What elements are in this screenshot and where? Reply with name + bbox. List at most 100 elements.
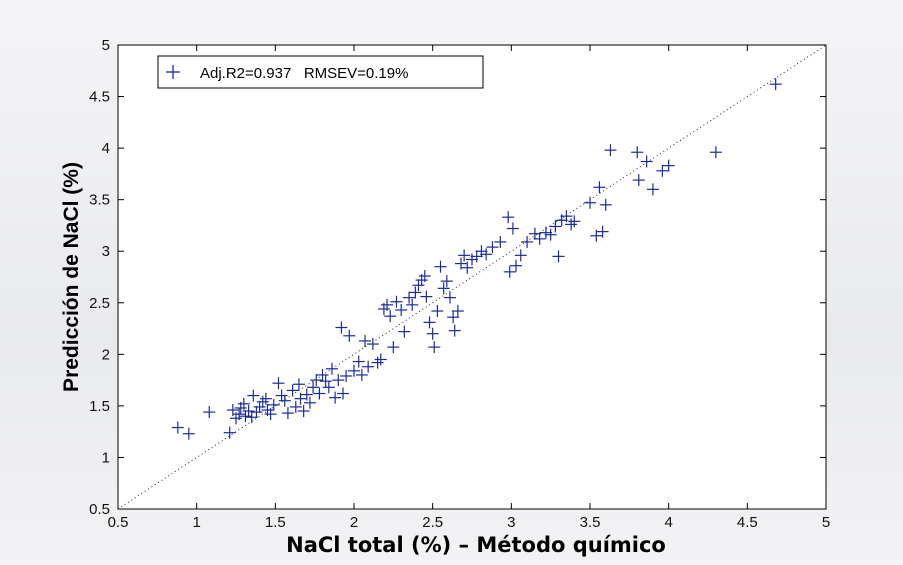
- data-point: [454, 257, 467, 270]
- data-point: [278, 394, 291, 407]
- y-tick-label: 4: [102, 140, 110, 157]
- data-point: [398, 325, 411, 338]
- data-point: [552, 250, 565, 263]
- y-tick-label: 4.5: [89, 89, 110, 106]
- data-point: [599, 198, 612, 211]
- data-point: [403, 291, 416, 304]
- data-point: [362, 360, 375, 373]
- y-tick-label: 3: [102, 243, 110, 260]
- data-point: [568, 215, 581, 228]
- data-point: [521, 235, 534, 248]
- data-point: [381, 298, 394, 311]
- data-point: [431, 305, 444, 318]
- data-point: [286, 384, 299, 397]
- data-point: [374, 353, 387, 366]
- data-point: [475, 245, 488, 258]
- y-tick-label: 2: [102, 346, 110, 363]
- data-point: [565, 218, 578, 231]
- data-point: [503, 265, 516, 278]
- data-point: [584, 196, 596, 209]
- data-point: [319, 375, 332, 388]
- data-point: [247, 389, 260, 402]
- data-point: [355, 368, 368, 381]
- data-point: [203, 406, 216, 419]
- data-point: [272, 377, 285, 390]
- data-point: [510, 259, 523, 272]
- legend-box: [157, 55, 484, 89]
- y-axis-ticks: 0.5 1 1.5 2 2.5 3 3.5 4 4.5 5: [89, 37, 826, 518]
- data-point: [448, 324, 461, 337]
- data-point: [423, 316, 436, 329]
- data-point: [316, 368, 329, 381]
- data-point: [447, 311, 460, 324]
- x-axis-title: NaCl total (%) – Método químico: [286, 533, 666, 557]
- x-tick-label: 4.5: [737, 514, 758, 531]
- data-point: [289, 400, 302, 413]
- data-point: [239, 410, 252, 423]
- data-point: [596, 225, 609, 238]
- data-point: [253, 400, 266, 413]
- data-point: [182, 427, 195, 440]
- x-tick-label: 3: [507, 514, 515, 531]
- data-point: [267, 398, 280, 411]
- data-point: [440, 275, 453, 288]
- data-point: [480, 248, 493, 261]
- data-point: [237, 397, 250, 410]
- data-point: [406, 298, 419, 311]
- data-point: [340, 369, 353, 382]
- legend: Adj.R2=0.937 RMSEV=0.19%: [157, 55, 484, 89]
- data-point: [604, 144, 617, 157]
- data-point: [461, 261, 474, 274]
- data-point: [300, 388, 313, 401]
- y-tick-label: 1: [102, 449, 110, 466]
- data-point: [242, 405, 255, 418]
- data-point: [420, 290, 433, 303]
- y-axis-title: Predicción de NaCl (%): [60, 162, 83, 392]
- data-point: [307, 381, 320, 394]
- data-point: [250, 406, 263, 419]
- data-point: [297, 405, 310, 418]
- data-point: [451, 305, 464, 318]
- data-point: [329, 391, 342, 404]
- data-point: [294, 392, 307, 405]
- data-point: [662, 159, 675, 172]
- data-point: [359, 334, 372, 347]
- x-tick-label: 2.5: [422, 514, 443, 531]
- y-tick-label: 3.5: [89, 192, 110, 209]
- data-point: [371, 356, 384, 369]
- y-tick-label: 1.5: [89, 398, 110, 415]
- data-point: [409, 286, 422, 299]
- data-point: [632, 174, 645, 187]
- data-point: [426, 327, 439, 340]
- data-point: [281, 407, 294, 420]
- legend-marker: [166, 65, 180, 79]
- data-point: [384, 310, 397, 323]
- data-point: [322, 381, 335, 394]
- data-point: [486, 241, 499, 254]
- data-point: [418, 269, 431, 282]
- data-point: [443, 291, 456, 304]
- data-point: [171, 421, 184, 434]
- data-point: [514, 249, 527, 262]
- data-point: [428, 341, 441, 354]
- data-point: [528, 227, 541, 240]
- data-point: [709, 146, 722, 159]
- x-tick-label: 1: [192, 514, 200, 531]
- data-point: [275, 389, 288, 402]
- data-point: [466, 253, 478, 266]
- data-point: [395, 303, 408, 316]
- data-point: [656, 164, 669, 177]
- data-point: [539, 226, 552, 239]
- data-point: [256, 395, 269, 408]
- data-point: [325, 362, 338, 375]
- y-tick-label: 0.5: [89, 501, 110, 518]
- y-tick-label: 5: [102, 37, 110, 54]
- data-point: [226, 404, 239, 417]
- plot-area-frame: [117, 44, 827, 510]
- data-point: [494, 235, 507, 248]
- x-axis-ticks: 0.5 1 1.5 2 2.5 3 3.5 4 4.5 5: [108, 45, 830, 531]
- data-point: [292, 378, 305, 391]
- data-point: [769, 78, 782, 91]
- data-point: [310, 374, 323, 387]
